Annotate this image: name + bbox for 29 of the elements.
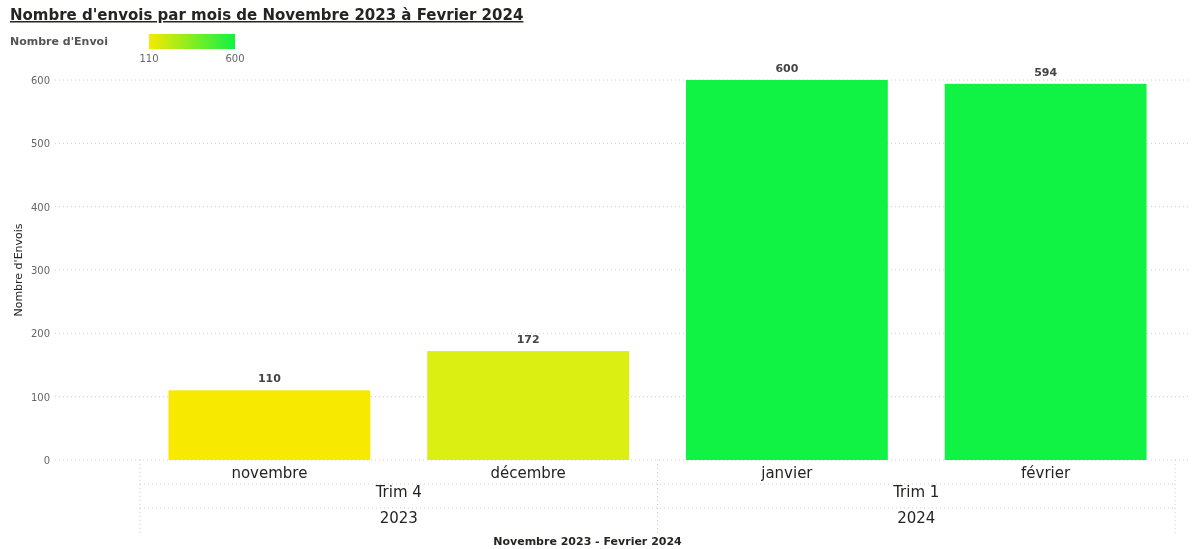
data-label: 600 [775, 62, 799, 75]
y-tick-label: 200 [30, 328, 50, 340]
y-tick-label: 400 [30, 201, 50, 213]
chart-title: Nombre d'envois par mois de Novembre 2023 à Fevrier 2024 [10, 6, 524, 24]
text: Trim 1 [892, 483, 940, 501]
x-tick-label: novembre [231, 464, 308, 482]
data-label: 110 [257, 372, 282, 386]
color-bar-title: Nombre d'Envoi [10, 35, 108, 48]
y-tick-label: 600 [30, 75, 50, 86]
text: 2023 [379, 509, 418, 527]
data-label: 172 [516, 333, 540, 347]
data-label: 594 [1034, 65, 1058, 79]
color-bar-label: 600 [225, 53, 245, 64]
y-tick-label: 100 [30, 391, 50, 403]
x-tick-label: décembre [490, 464, 566, 482]
bar [427, 351, 630, 460]
y-tick-label: 300 [30, 265, 50, 276]
bar [168, 390, 371, 460]
color-bar-label: 110 [139, 53, 159, 64]
x-tick-label: février [1021, 464, 1072, 482]
bar [944, 83, 1147, 460]
bar [685, 80, 888, 460]
x-tick-label: janvier [760, 464, 814, 482]
y-axis-title: Nombre d'Envois [12, 223, 25, 317]
text: 2024 [897, 509, 936, 527]
y-tick-label: 0 [43, 455, 50, 466]
x-axis-title: Novembre 2023 - Fevrier 2024 [493, 535, 683, 548]
text: Trim 4 [374, 483, 422, 501]
y-tick-label: 500 [30, 138, 50, 150]
